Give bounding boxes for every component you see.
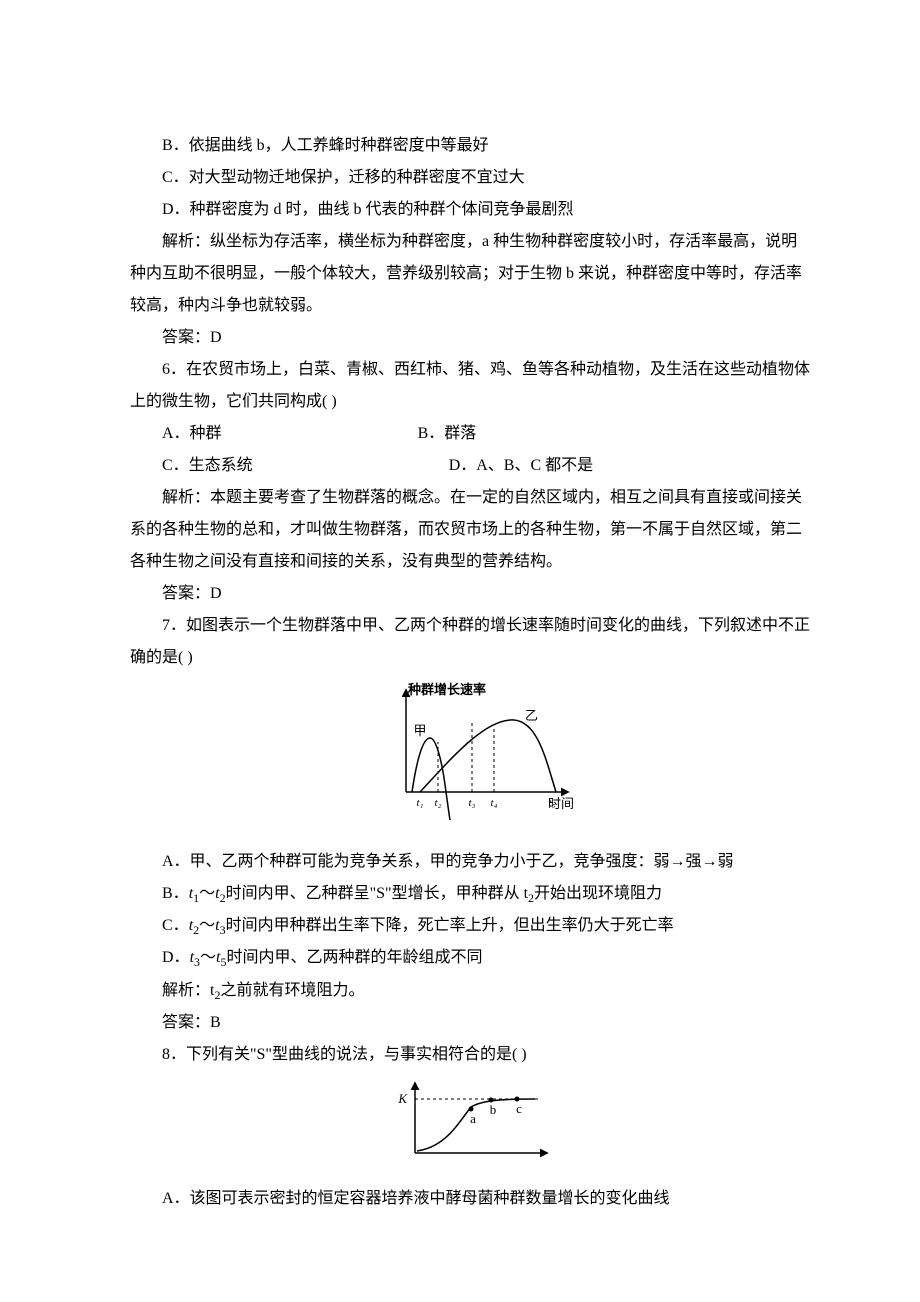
option-7d-mid: ～: [200, 949, 216, 966]
option-5b-text: B．依据曲线 b，人工养蜂时种群密度中等最好: [162, 137, 489, 154]
option-7b: B．t1～t2时间内甲、乙种群呈"S"型增长，甲种群从 t2开始出现环境阻力: [130, 878, 810, 910]
answer-6-text: 答案：D: [162, 585, 222, 602]
svg-text:c: c: [516, 1101, 522, 1116]
answer-5-text: 答案：D: [162, 329, 222, 346]
option-5b: B．依据曲线 b，人工养蜂时种群密度中等最好: [130, 130, 810, 162]
option-6c: C．生态系统: [162, 457, 253, 474]
figure-7-svg: 种群增长速率时间甲乙t₁t₂t₃t₄t₅: [360, 680, 580, 830]
option-7d-text: 时间内甲、乙两种群的年龄组成不同: [226, 949, 482, 966]
question-8-text: 8．下列有关"S"型曲线的说法，与事实相符合的是( ): [162, 1046, 527, 1063]
question-6-row1: A．种群 B．群落: [130, 418, 810, 450]
question-7-text: 7．如图表示一个生物群落中甲、乙两个种群的增长速率随时间变化的曲线，下列叙述中不…: [130, 617, 810, 666]
option-6b: B．群落: [386, 418, 477, 450]
figure-8: Kab c: [130, 1077, 810, 1179]
option-6d: D．A、B、C 都不是: [417, 450, 593, 482]
option-7d: D．t3～t5时间内甲、乙两种群的年龄组成不同: [130, 942, 810, 974]
option-5d: D．种群密度为 d 时，曲线 b 代表的种群个体间竞争最剧烈: [130, 194, 810, 226]
svg-text:t₂: t₂: [435, 797, 442, 809]
svg-text:t₅: t₅: [549, 797, 556, 809]
figure-7: 种群增长速率时间甲乙t₁t₂t₃t₄t₅: [130, 680, 810, 842]
svg-text:t₄: t₄: [491, 797, 498, 809]
option-7c-text: 时间内甲种群出生率下降，死亡率上升，但出生率仍大于死亡率: [226, 917, 674, 934]
option-5c: C．对大型动物迁地保护，迁移的种群密度不宜过大: [130, 162, 810, 194]
option-7c: C．t2～t3时间内甲种群出生率下降，死亡率上升，但出生率仍大于死亡率: [130, 910, 810, 942]
option-7a-text: A．甲、乙两个种群可能为竞争关系，甲的竞争力小于乙，竞争强度：弱→强→弱: [162, 853, 734, 870]
explanation-6: 解析：本题主要考查了生物群落的概念。在一定的自然区域内，相互之间具有直接或间接关…: [130, 482, 810, 578]
explanation-5-text: 解析：纵坐标为存活率，横坐标为种群密度，a 种生物种群密度较小时，存活率最高，说…: [130, 233, 802, 314]
svg-text:乙: 乙: [525, 708, 538, 723]
option-7b-text: 时间内甲、乙种群呈"S"型增长，甲种群从 t: [226, 885, 528, 902]
explanation-6-text: 解析：本题主要考查了生物群落的概念。在一定的自然区域内，相互之间具有直接或间接关…: [130, 489, 802, 570]
option-7b-tail: 开始出现环境阻力: [534, 885, 662, 902]
svg-text:甲: 甲: [413, 723, 426, 738]
option-8a: A．该图可表示密封的恒定容器培养液中酵母菌种群数量增长的变化曲线: [130, 1183, 810, 1215]
figure-8-svg: Kab c: [385, 1077, 555, 1167]
option-7c-prefix: C．: [162, 917, 189, 934]
svg-text:K: K: [397, 1091, 408, 1106]
answer-7: 答案：B: [130, 1007, 810, 1039]
option-5d-text: D．种群密度为 d 时，曲线 b 代表的种群个体间竞争最剧烈: [162, 201, 574, 218]
svg-text:a: a: [470, 1111, 476, 1126]
option-7d-prefix: D．: [162, 949, 190, 966]
explanation-7: 解析：t2之前就有环境阻力。: [130, 975, 810, 1007]
explanation-7-tail: 之前就有环境阻力。: [220, 982, 364, 999]
svg-text:t₁: t₁: [417, 797, 424, 809]
explanation-5: 解析：纵坐标为存活率，横坐标为种群密度，a 种生物种群密度较小时，存活率最高，说…: [130, 226, 810, 322]
option-7b-mid: ～: [199, 885, 215, 902]
svg-text:b: b: [490, 1102, 497, 1117]
question-8: 8．下列有关"S"型曲线的说法，与事实相符合的是( ): [130, 1039, 810, 1071]
option-6a: A．种群: [162, 425, 222, 442]
explanation-7-pre: 解析：t: [162, 982, 214, 999]
option-7a: A．甲、乙两个种群可能为竞争关系，甲的竞争力小于乙，竞争强度：弱→强→弱: [130, 846, 810, 878]
option-8a-text: A．该图可表示密封的恒定容器培养液中酵母菌种群数量增长的变化曲线: [162, 1190, 670, 1207]
answer-6: 答案：D: [130, 578, 810, 610]
svg-text:种群增长速率: 种群增长速率: [407, 682, 486, 697]
svg-text:t₃: t₃: [469, 797, 476, 809]
answer-5: 答案：D: [130, 322, 810, 354]
answer-7-text: 答案：B: [162, 1014, 221, 1031]
question-6: 6．在农贸市场上，白菜、青椒、西红柿、猪、鸡、鱼等各种动植物，及生活在这些动植物…: [130, 354, 810, 418]
option-5c-text: C．对大型动物迁地保护，迁移的种群密度不宜过大: [162, 169, 525, 186]
option-7b-prefix: B．: [162, 885, 189, 902]
question-6-text: 6．在农贸市场上，白菜、青椒、西红柿、猪、鸡、鱼等各种动植物，及生活在这些动植物…: [130, 361, 810, 410]
question-6-row2: C．生态系统 D．A、B、C 都不是: [130, 450, 810, 482]
option-7c-mid: ～: [199, 917, 215, 934]
question-7: 7．如图表示一个生物群落中甲、乙两个种群的增长速率随时间变化的曲线，下列叙述中不…: [130, 610, 810, 674]
